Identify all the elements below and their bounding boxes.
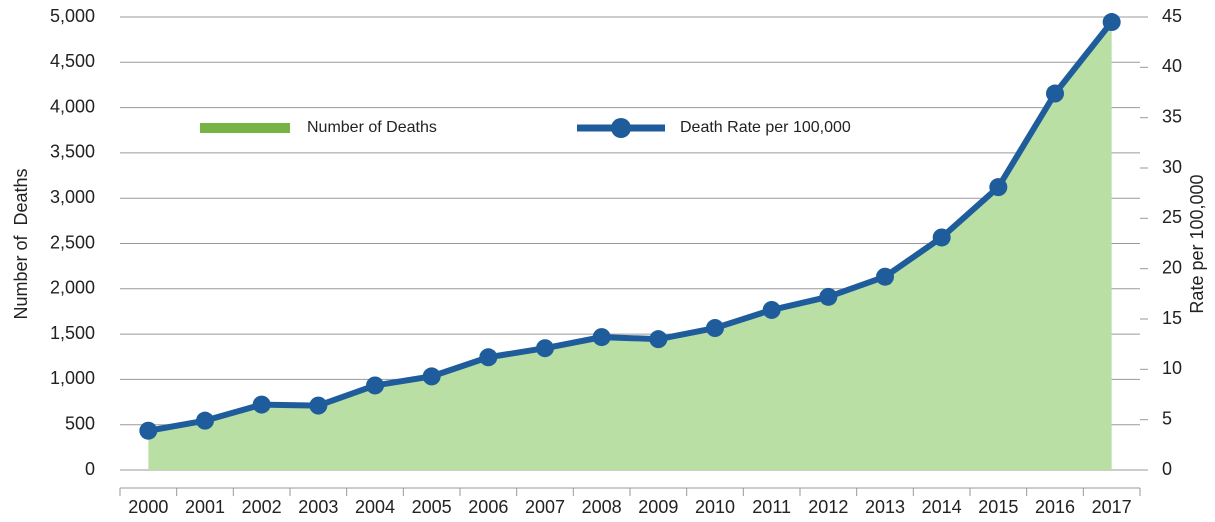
y2-tick-label: 10 — [1162, 358, 1182, 378]
y-tick-label: 1,000 — [50, 368, 95, 388]
legend-marker — [611, 118, 631, 138]
y-tick-label: 5,000 — [50, 6, 95, 26]
point — [252, 395, 271, 414]
y2-tick-label: 0 — [1162, 459, 1172, 479]
point — [876, 267, 894, 286]
x-tick-label: 2004 — [355, 497, 395, 517]
x-tick-label: 2007 — [525, 497, 565, 517]
x-tick-label: 2001 — [185, 497, 225, 517]
y-tick-label: 0 — [85, 459, 95, 479]
y-axis-label: Number of Deaths — [11, 168, 31, 319]
legend-swatch — [200, 123, 290, 133]
point — [706, 319, 724, 338]
y-tick-label: 2,000 — [50, 278, 95, 298]
point — [932, 228, 951, 247]
x-tick-label: 2015 — [978, 497, 1018, 517]
point — [139, 421, 158, 440]
x-tick-label: 2017 — [1092, 497, 1132, 517]
point — [1046, 84, 1064, 103]
area — [148, 21, 1112, 470]
x-tick-label: 2011 — [752, 497, 791, 517]
y-tick-label: 500 — [65, 413, 95, 433]
line — [147, 20, 1115, 434]
x-tick-label: 2010 — [695, 497, 735, 517]
point — [196, 411, 214, 430]
point — [1102, 13, 1121, 32]
x-tick-label: 2012 — [808, 497, 848, 517]
y2-tick-label: 25 — [1162, 207, 1182, 227]
point — [649, 330, 668, 349]
point — [366, 376, 384, 395]
x-tick-label: 2006 — [468, 497, 508, 517]
x-tick-label: 2000 — [128, 497, 168, 517]
x-tick-label: 2009 — [638, 497, 678, 517]
legend-label: Death Rate per 100,000 — [680, 119, 851, 136]
y2-tick-label: 40 — [1162, 56, 1182, 76]
y-tick-label: 3,500 — [50, 142, 95, 162]
y2-tick-label: 15 — [1162, 308, 1182, 328]
y-tick-label: 2,500 — [50, 232, 95, 252]
y2-tick-label: 35 — [1162, 106, 1182, 126]
y-tick-label: 4,500 — [50, 51, 95, 71]
x-tick-label: 2003 — [298, 497, 338, 517]
x-tick-label: 2008 — [582, 497, 622, 517]
point — [309, 396, 328, 415]
y2-axis-label: Rate per 100,000 — [1187, 174, 1207, 313]
point — [592, 328, 611, 347]
point — [479, 348, 498, 367]
point — [819, 287, 838, 306]
point — [989, 178, 1008, 197]
x-tick-label: 2016 — [1035, 497, 1075, 517]
y2-tick-label: 30 — [1162, 157, 1182, 177]
legend-label: Number of Deaths — [307, 119, 437, 136]
x-tick-label: 2002 — [242, 497, 282, 517]
x-tick-label: 2014 — [922, 497, 962, 517]
point — [536, 339, 554, 358]
point — [422, 367, 441, 386]
y2-tick-label: 5 — [1162, 408, 1172, 428]
y-tick-label: 3,000 — [50, 187, 95, 207]
y2-tick-label: 45 — [1162, 6, 1182, 26]
x-tick-label: 2013 — [865, 497, 905, 517]
y2-tick-label: 20 — [1162, 257, 1182, 277]
point — [762, 300, 781, 319]
y-tick-label: 1,500 — [50, 323, 95, 343]
x-tick-label: 2005 — [412, 497, 452, 517]
y-tick-label: 4,000 — [50, 96, 95, 116]
